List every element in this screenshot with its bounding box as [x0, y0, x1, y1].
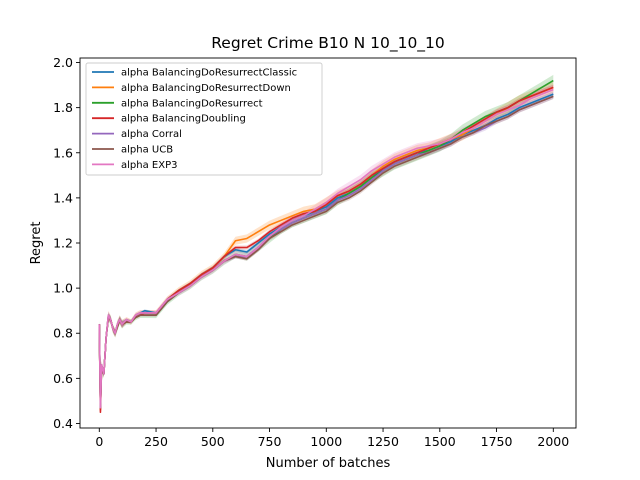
- x-axis: 0 250 500 750 1000 1250 1500 1750 2000: [95, 428, 569, 449]
- x-axis-label: Number of batches: [266, 456, 391, 471]
- legend-entry-6: alpha EXP3: [121, 160, 177, 171]
- x-tick-label: 1250: [367, 434, 399, 449]
- legend: alpha BalancingDoResurrectClassic alpha B…: [85, 62, 323, 176]
- chart-title: Regret Crime B10 N 10_10_10: [211, 34, 445, 53]
- legend-entry-2: alpha BalancingDoResurrect: [121, 98, 263, 109]
- legend-entry-4: alpha Corral: [121, 129, 182, 140]
- x-tick-label: 2000: [537, 434, 569, 449]
- y-tick-label: 1.8: [53, 100, 73, 115]
- y-tick-label: 0.8: [53, 326, 73, 341]
- confidence-bands: [99, 74, 554, 416]
- x-tick-label: 1500: [424, 434, 456, 449]
- legend-entry-5: alpha UCB: [121, 145, 173, 156]
- y-tick-label: 1.2: [53, 236, 73, 251]
- x-tick-label: 250: [144, 434, 168, 449]
- y-axis-label: Regret: [29, 222, 44, 265]
- series-line-6: [98, 88, 554, 409]
- y-tick-label: 0.6: [53, 371, 73, 386]
- legend-entry-3: alpha BalancingDoubling: [121, 114, 246, 125]
- x-tick-label: 1000: [310, 434, 342, 449]
- y-tick-label: 2.0: [53, 55, 73, 70]
- legend-entry-1: alpha BalancingDoResurrectDown: [121, 83, 291, 94]
- x-tick-label: 1750: [481, 434, 513, 449]
- y-tick-label: 0.4: [53, 416, 73, 431]
- series-band-2: [99, 74, 554, 412]
- y-tick-label: 1.6: [53, 145, 73, 160]
- legend-entry-0: alpha BalancingDoResurrectClassic: [121, 68, 297, 79]
- x-tick-label: 500: [201, 434, 225, 449]
- x-tick-label: 750: [258, 434, 282, 449]
- legend-box: [85, 62, 323, 176]
- y-tick-label: 1.4: [53, 190, 73, 205]
- y-tick-label: 1.0: [53, 281, 73, 296]
- x-tick-label: 0: [95, 434, 103, 449]
- series-lines: [98, 79, 554, 414]
- y-axis: 0.4 0.6 0.8 1.0 1.2 1.4 1.6 1.8 2.0: [53, 55, 80, 431]
